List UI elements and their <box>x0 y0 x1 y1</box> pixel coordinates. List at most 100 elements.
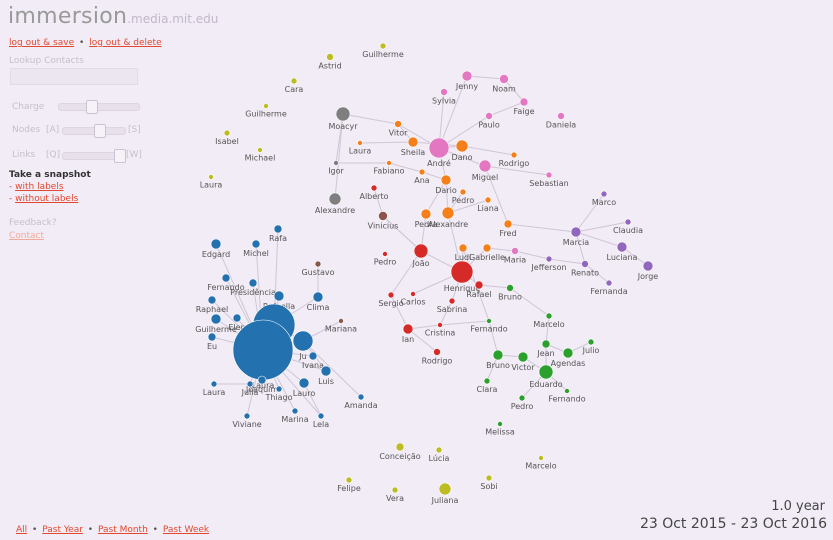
contact-node-rafael[interactable] <box>474 280 484 290</box>
contact-node-fabiano[interactable] <box>386 160 392 166</box>
contact-node-clara[interactable] <box>483 377 491 385</box>
range-past-year-link[interactable]: Past Year <box>42 525 83 535</box>
contact-node-liana[interactable] <box>484 196 492 204</box>
contact-node-sabrina[interactable] <box>448 297 456 305</box>
contact-node-luis[interactable] <box>320 365 332 377</box>
contact-node-carlos[interactable] <box>410 291 416 297</box>
contact-node-jorge[interactable] <box>642 260 654 272</box>
contact-node-sebastian[interactable] <box>545 171 553 179</box>
contact-node-agendas[interactable] <box>562 347 574 359</box>
contact-node-joao[interactable] <box>413 243 429 259</box>
contact-node-pedro3[interactable] <box>518 394 526 402</box>
contact-node-henrique[interactable] <box>450 260 474 284</box>
contact-node-sobi[interactable] <box>485 474 493 482</box>
contact-node-rodrigo1[interactable] <box>510 151 518 159</box>
contact-node-noam[interactable] <box>499 74 509 84</box>
range-past-month-link[interactable]: Past Month <box>97 525 148 535</box>
contact-node-vera[interactable] <box>391 486 399 494</box>
contact-node-daniela[interactable] <box>557 112 565 120</box>
contact-node-cristina[interactable] <box>437 322 443 328</box>
contact-node-sylvia[interactable] <box>440 88 448 96</box>
contact-node-rodrigo2[interactable] <box>433 348 441 356</box>
contact-node-astrid[interactable] <box>326 53 334 61</box>
contact-node-jenny[interactable] <box>461 70 473 82</box>
contact-node-viviane[interactable] <box>243 412 251 420</box>
nodes-slider-handle[interactable] <box>94 124 106 138</box>
contact-node-laura4[interactable] <box>210 380 218 388</box>
contact-node-ian[interactable] <box>402 323 414 335</box>
graph-nodes[interactable]: Guilherme Astrid Cara Guilherme Isabel Michae… <box>195 42 658 505</box>
contact-node-claudia[interactable] <box>624 218 632 226</box>
contact-node-dario[interactable] <box>440 174 452 186</box>
contact-node-fernando3[interactable] <box>221 273 231 283</box>
contact-node-pedro1[interactable] <box>459 188 467 196</box>
contact-node-jefferson[interactable] <box>545 255 553 263</box>
contact-node-michel[interactable] <box>251 239 261 249</box>
snapshot-with-labels-link[interactable]: with labels <box>15 182 64 192</box>
contact-node-sheila[interactable] <box>407 136 419 148</box>
contact-node-dano[interactable] <box>455 139 469 153</box>
contact-node-lucia[interactable] <box>435 446 443 454</box>
contact-node-gabrielle[interactable] <box>482 243 492 253</box>
contact-node-marcelo2[interactable] <box>538 455 544 461</box>
contact-node-bruno1[interactable] <box>506 284 514 292</box>
contact-node-julia[interactable] <box>246 380 254 388</box>
range-past-week-link[interactable]: Past Week <box>162 525 210 535</box>
contact-node-presidencia[interactable] <box>248 278 258 288</box>
contact-node-victor[interactable] <box>517 351 529 363</box>
lookup-input[interactable] <box>10 68 138 85</box>
contact-node-vinicius[interactable] <box>378 211 388 221</box>
contact-node-ana[interactable] <box>418 168 426 176</box>
contact-node-eu[interactable] <box>207 332 217 342</box>
contact-node-ivana[interactable] <box>308 351 318 361</box>
contact-node-juliana[interactable] <box>438 482 452 496</box>
logout-save-link[interactable]: log out & save <box>9 38 75 48</box>
contact-node-guilherme1[interactable] <box>379 42 387 50</box>
contact-node-rafaella[interactable] <box>273 290 285 302</box>
contact-node-miguel[interactable] <box>478 159 492 173</box>
charge-slider-handle[interactable] <box>86 100 98 114</box>
links-slider-handle[interactable] <box>114 149 126 163</box>
contact-node-guilherme3[interactable] <box>210 313 222 325</box>
contact-node-clima[interactable] <box>312 291 324 303</box>
contact-node-felipe[interactable] <box>345 476 353 484</box>
contact-node-laura2[interactable] <box>357 140 363 146</box>
contact-node-renato[interactable] <box>581 260 589 268</box>
contact-node-pedra[interactable] <box>420 208 432 220</box>
contact-node-paulo[interactable] <box>485 112 493 120</box>
contact-node-guilherme2[interactable] <box>263 103 269 109</box>
contact-node-alexandre2[interactable] <box>441 206 455 220</box>
contact-node-marco[interactable] <box>600 190 608 198</box>
feedback-contact-link[interactable]: Contact <box>9 231 45 241</box>
contact-node-elen[interactable] <box>232 313 242 323</box>
contact-node-laura3[interactable] <box>232 319 294 381</box>
contact-node-isabel[interactable] <box>223 129 231 137</box>
contact-node-laura1[interactable] <box>208 174 214 180</box>
contact-node-fred[interactable] <box>503 219 513 229</box>
contact-node-melissa[interactable] <box>497 421 503 427</box>
contact-node-joaquim[interactable] <box>257 375 267 385</box>
contact-node-igor[interactable] <box>333 160 339 166</box>
contact-node-bruno2[interactable] <box>492 349 504 361</box>
contact-node-jean[interactable] <box>541 339 551 349</box>
contact-node-fernanda[interactable] <box>605 279 613 287</box>
snapshot-without-labels-link[interactable]: without labels <box>15 194 79 204</box>
contact-node-marcelo1[interactable] <box>545 312 553 320</box>
contact-node-pedro2[interactable] <box>382 251 388 257</box>
contact-node-vitor[interactable] <box>394 120 402 128</box>
contact-node-eduardo[interactable] <box>538 364 554 380</box>
contact-node-edgard[interactable] <box>210 238 222 250</box>
contact-node-sergio[interactable] <box>387 291 395 299</box>
contact-node-mariana1[interactable] <box>338 318 344 324</box>
contact-node-michael[interactable] <box>257 147 263 153</box>
contact-node-ju[interactable] <box>292 330 314 352</box>
contact-node-ludi[interactable] <box>458 243 468 253</box>
contact-node-moacyr[interactable] <box>335 106 351 122</box>
logout-delete-link[interactable]: log out & delete <box>89 38 162 48</box>
contact-node-gustavo[interactable] <box>314 260 322 268</box>
contact-node-amanda[interactable] <box>357 393 365 401</box>
contact-node-cara[interactable] <box>290 77 298 85</box>
contact-node-lauro[interactable] <box>298 377 310 389</box>
contact-node-fernando1[interactable] <box>486 318 492 324</box>
